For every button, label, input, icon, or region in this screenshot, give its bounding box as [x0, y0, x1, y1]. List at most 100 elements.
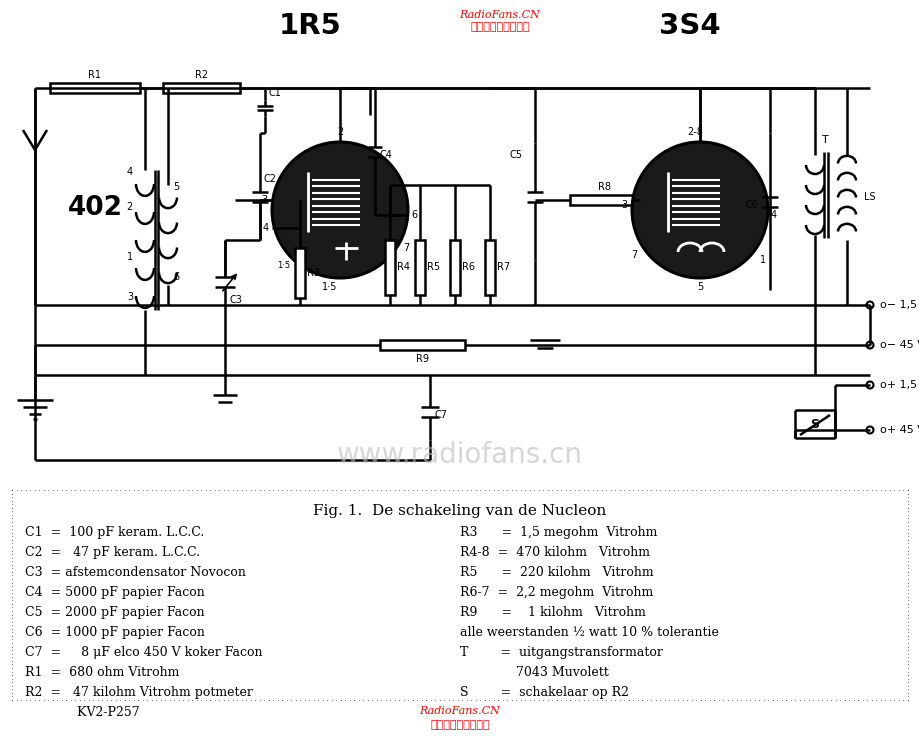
Point: [657, 484, 672, 496]
Point: [396, 484, 411, 496]
Point: [729, 694, 743, 706]
Point: [648, 694, 663, 706]
Point: [531, 694, 546, 706]
Point: [135, 484, 150, 496]
Point: [580, 694, 595, 706]
Text: 7043 Muvolett: 7043 Muvolett: [460, 666, 608, 679]
Point: [441, 484, 456, 496]
Point: [54, 694, 69, 706]
Point: [702, 694, 717, 706]
Point: [819, 484, 834, 496]
Point: [558, 484, 573, 496]
Point: [747, 694, 762, 706]
Point: [247, 484, 262, 496]
Text: C2  =   47 pF keram. L.C.C.: C2 = 47 pF keram. L.C.C.: [25, 546, 199, 559]
Point: [423, 694, 437, 706]
Point: [900, 548, 914, 560]
Point: [522, 694, 537, 706]
Point: [54, 484, 69, 496]
Text: 6: 6: [411, 210, 416, 220]
Point: [900, 673, 914, 684]
Point: [5, 576, 19, 588]
Point: [5, 584, 19, 596]
Text: 3S4: 3S4: [659, 12, 720, 40]
Point: [788, 484, 802, 496]
Point: [900, 541, 914, 553]
Point: [252, 484, 267, 496]
Bar: [449, 240, 460, 295]
Point: [432, 484, 447, 496]
Point: [693, 694, 708, 706]
Point: [617, 694, 631, 706]
Point: [841, 484, 856, 496]
Point: [5, 555, 19, 567]
Text: 6: 6: [173, 272, 179, 282]
Text: 收音机爱好者资料库: 收音机爱好者资料库: [470, 22, 529, 32]
Point: [634, 484, 649, 496]
Point: [900, 516, 914, 528]
Point: [95, 694, 109, 706]
Point: [113, 484, 128, 496]
Point: [59, 484, 74, 496]
Point: [527, 694, 541, 706]
Bar: [163, 83, 240, 93]
Point: [477, 484, 492, 496]
Point: [5, 662, 19, 674]
Point: [900, 637, 914, 649]
Point: [760, 694, 775, 706]
Point: [900, 588, 914, 599]
Point: [113, 694, 128, 706]
Point: [382, 694, 397, 706]
Point: [652, 484, 667, 496]
Point: [747, 484, 762, 496]
Point: [536, 694, 550, 706]
Point: [589, 694, 604, 706]
Point: [279, 694, 294, 706]
Point: [207, 484, 221, 496]
Point: [472, 484, 487, 496]
Point: [292, 484, 307, 496]
Text: R2: R2: [195, 70, 208, 80]
Point: [185, 484, 199, 496]
Point: [5, 488, 19, 500]
Point: [401, 694, 415, 706]
Point: [324, 694, 339, 706]
Point: [810, 694, 824, 706]
Point: [149, 694, 164, 706]
Point: [900, 655, 914, 667]
Point: [5, 552, 19, 564]
Point: [104, 484, 119, 496]
Text: o+ 45 V: o+ 45 V: [879, 425, 919, 435]
Point: [751, 694, 766, 706]
Point: [819, 694, 834, 706]
Point: [463, 484, 478, 496]
Point: [437, 694, 451, 706]
Point: [5, 502, 19, 514]
Point: [450, 484, 465, 496]
Point: [5, 531, 19, 542]
Point: [378, 694, 392, 706]
Point: [625, 694, 640, 706]
Point: [239, 484, 254, 496]
Point: [117, 484, 131, 496]
Text: LS: LS: [863, 192, 875, 203]
Point: [648, 484, 663, 496]
Point: [684, 694, 698, 706]
Text: R3      =  1,5 megohm  Vitrohm: R3 = 1,5 megohm Vitrohm: [460, 526, 657, 539]
Point: [5, 602, 19, 613]
Point: [900, 651, 914, 663]
Point: [202, 694, 217, 706]
Point: [900, 566, 914, 578]
Bar: [380, 340, 464, 350]
Point: [594, 484, 608, 496]
Point: [791, 694, 806, 706]
Point: [769, 694, 784, 706]
Point: [346, 694, 361, 706]
Point: [900, 648, 914, 659]
Point: [536, 484, 550, 496]
Text: 4: 4: [127, 167, 133, 177]
Point: [5, 687, 19, 699]
Point: [662, 484, 676, 496]
Point: [99, 694, 114, 706]
Text: C7  =     8 μF elco 450 V koker Facon: C7 = 8 μF elco 450 V koker Facon: [25, 646, 262, 659]
